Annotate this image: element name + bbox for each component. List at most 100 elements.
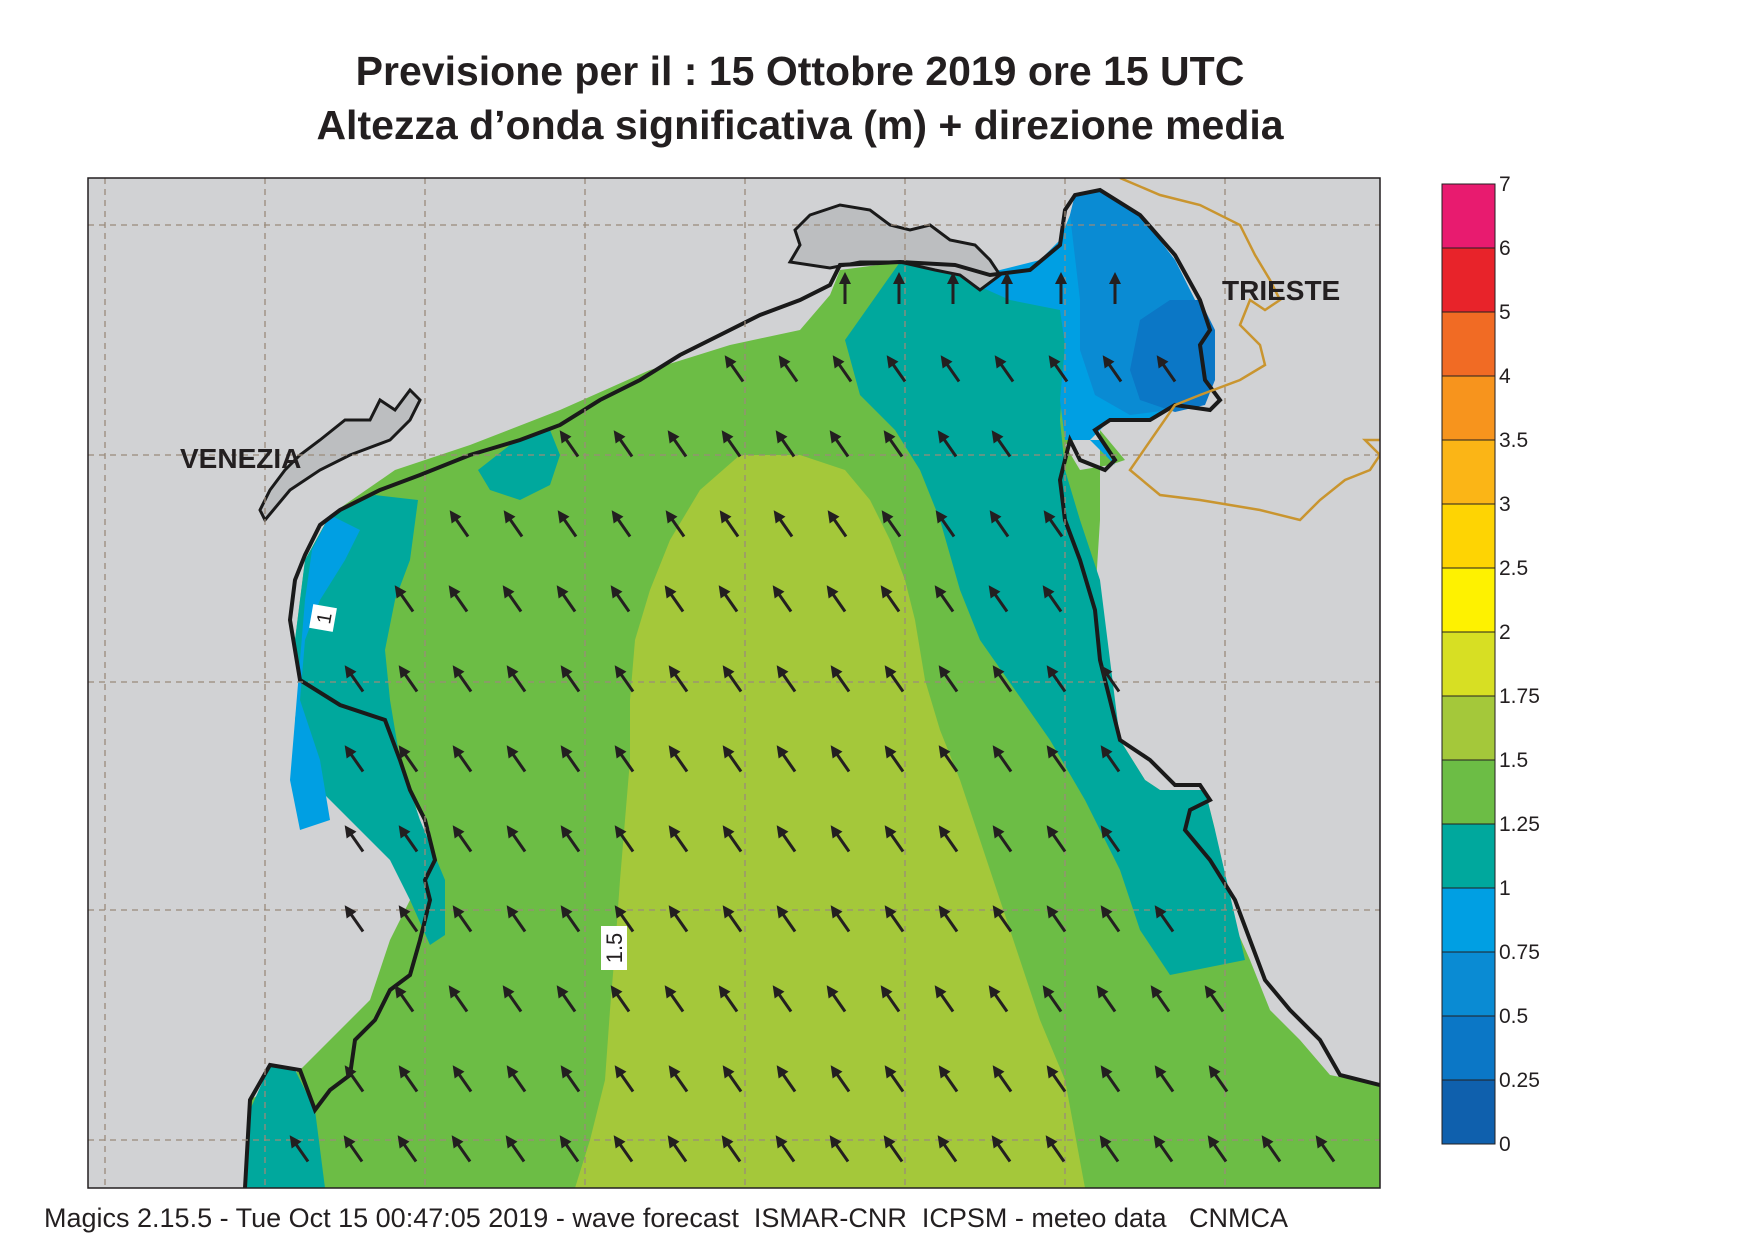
wave-direction-arrow [398,745,419,773]
wave-direction-arrow [560,745,581,773]
wave-direction-arrow [398,905,419,933]
wave-direction-arrow [1100,905,1121,933]
wave-direction-arrow [1043,510,1064,538]
legend-level-label: 1.5 [1499,749,1528,772]
wave-direction-arrow [502,585,523,613]
wave-direction-arrow [668,745,689,773]
wave-direction-arrow [506,825,527,853]
wave-direction-arrow [1046,825,1067,853]
wave-direction-arrow [452,825,473,853]
legend-level-label: 1.25 [1499,813,1540,836]
legend-swatch [1441,503,1496,569]
wave-direction-arrow [397,1135,418,1163]
wave-direction-arrow [614,665,635,693]
wave-direction-arrow [826,585,847,613]
wave-direction-arrow [1099,1135,1120,1163]
wave-direction-arrow [556,585,577,613]
wave-direction-arrow [880,585,901,613]
wave-direction-arrow [664,585,685,613]
legend-swatch [1441,823,1496,889]
wave-direction-arrow [884,825,905,853]
legend-swatch [1441,439,1496,505]
legend-level-label: 4 [1499,365,1511,388]
wave-direction-arrow [452,665,473,693]
svg-text:1: 1 [313,611,337,626]
wave-direction-arrow [884,745,905,773]
wave-direction-arrow [1150,985,1171,1013]
wave-direction-arrow [718,985,739,1013]
wave-direction-arrow [1207,1135,1228,1163]
wave-direction-arrow [668,825,689,853]
wave-direction-arrow [394,985,415,1013]
sea-patch-1.0-venezia [478,430,560,500]
wave-direction-arrow [506,905,527,933]
grid-lines [88,178,1380,1188]
wave-direction-arrow [506,1065,527,1093]
wave-direction-arrow [938,825,959,853]
wave-direction-arrow [773,510,794,538]
legend-swatch [1441,567,1496,633]
wave-direction-arrow [1153,1135,1174,1163]
wave-direction-arrow [776,745,797,773]
wave-direction-arrow [667,1135,688,1163]
wave-direction-arrow [829,430,850,458]
color-legend: 7 6 5 4 3.5 3 2.5 2 1.75 1.5 1.25 1 0.75 0.5 0.25 0 [1441,173,1540,1156]
legend-swatch [1441,1015,1496,1081]
wave-direction-arrow [719,510,740,538]
wave-direction-arrow [398,1065,419,1093]
wave-direction-arrow [722,665,743,693]
wave-direction-arrow [344,1065,365,1093]
wave-direction-arrow [1046,1065,1067,1093]
wave-direction-arrow [1154,905,1175,933]
wave-direction-arrow [883,1135,904,1163]
legend-swatch [1441,695,1496,761]
land-venetian-lagoon [258,387,422,523]
legend-swatch [1441,759,1496,825]
wave-direction-arrow [827,510,848,538]
wave-direction-arrow [937,430,958,458]
wave-direction-arrow [1315,1135,1336,1163]
wave-direction-arrow [934,985,955,1013]
legend-level-label: 7 [1499,173,1511,196]
wave-direction-arrow [992,1065,1013,1093]
map-subtitle: Altezza d’onda significativa (m) + direz… [316,102,1284,148]
wave-direction-arrow [1055,272,1067,304]
wave-direction-arrow [344,745,365,773]
wave-direction-arrow [668,1065,689,1093]
wave-direction-arrow [289,1135,310,1163]
wave-direction-arrow [559,430,580,458]
wave-direction-arrow [452,745,473,773]
wave-direction-arrow [775,1135,796,1163]
wave-direction-arrow [613,430,634,458]
wave-direction-arrow [452,1065,473,1093]
wave-direction-arrow [506,665,527,693]
wave-direction-arrow [839,272,851,304]
wave-direction-arrow [934,585,955,613]
legend-swatch [1441,631,1496,697]
wave-direction-arrow [776,905,797,933]
sea-band-0.75-left [290,515,360,830]
wave-direction-arrow [505,1135,526,1163]
wave-direction-arrow [989,510,1010,538]
wave-direction-arrow [721,430,742,458]
legend-level-label: 0 [1499,1133,1511,1156]
wave-direction-arrow [938,665,959,693]
wave-direction-arrow [560,825,581,853]
wave-direction-arrow [830,665,851,693]
wave-direction-arrow [776,665,797,693]
map-area [88,178,1380,1188]
wave-direction-arrow [722,825,743,853]
wave-direction-arrow [881,510,902,538]
wave-direction-arrow [937,1135,958,1163]
legend-level-label: 3 [1499,493,1511,516]
legend-swatch [1441,951,1496,1017]
legend-level-label: 0.75 [1499,941,1540,964]
wave-direction-arrow [893,272,905,304]
wave-direction-arrow [884,665,905,693]
legend-level-label: 3.5 [1499,429,1528,452]
wave-direction-arrow [398,665,419,693]
map-frame [87,177,1381,1189]
wave-direction-arrow [610,985,631,1013]
wave-direction-arrow [1109,272,1121,304]
wave-direction-arrow [1096,985,1117,1013]
